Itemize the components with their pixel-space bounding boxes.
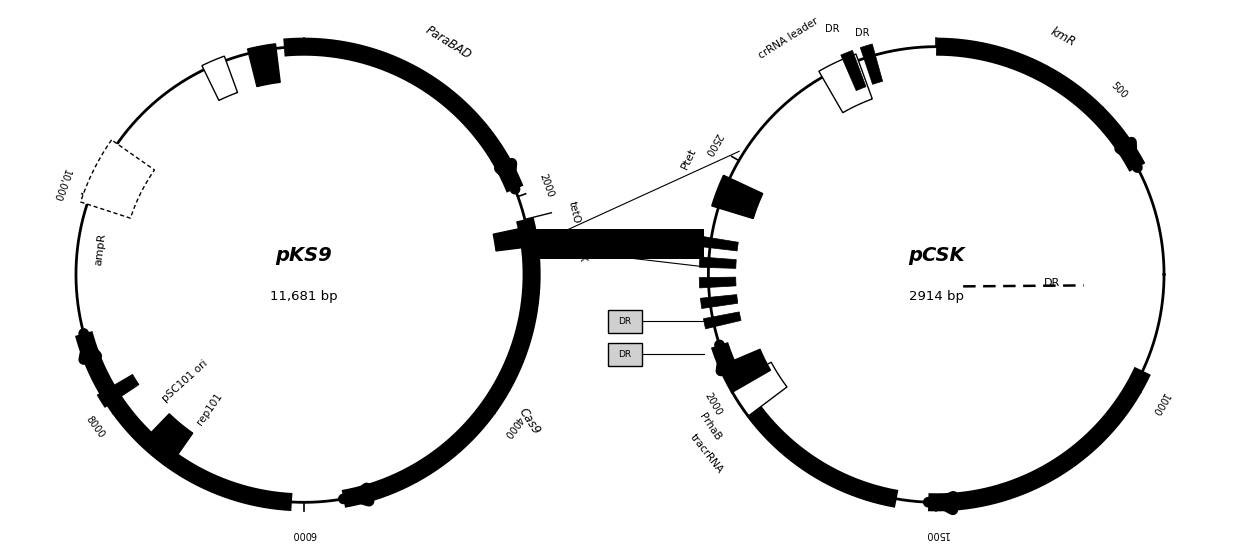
Polygon shape [841, 51, 866, 91]
Text: DR: DR [825, 24, 839, 34]
Text: crRNA leader: crRNA leader [758, 16, 821, 61]
Text: 11,681 bp: 11,681 bp [270, 290, 337, 303]
Text: tetO: tetO [567, 200, 582, 224]
Polygon shape [494, 226, 534, 251]
Text: Cas9: Cas9 [516, 405, 543, 436]
Text: 2500: 2500 [702, 131, 723, 158]
Text: rep101: rep101 [195, 391, 224, 427]
Text: pCSK: pCSK [908, 246, 965, 265]
Text: 1500: 1500 [924, 529, 949, 539]
FancyBboxPatch shape [536, 229, 704, 259]
Polygon shape [861, 44, 883, 85]
Polygon shape [818, 54, 872, 113]
Polygon shape [720, 349, 770, 392]
Text: 10,000: 10,000 [51, 168, 72, 203]
Text: 2000: 2000 [537, 172, 556, 199]
Text: 8000: 8000 [84, 414, 107, 440]
Text: araC: araC [229, 69, 254, 87]
Polygon shape [202, 56, 238, 100]
Polygon shape [143, 414, 192, 465]
Text: ParaBAD: ParaBAD [423, 24, 474, 62]
Polygon shape [729, 362, 787, 416]
Text: Ptet: Ptet [680, 147, 698, 171]
Text: pSC101 ori: pSC101 ori [161, 358, 210, 404]
Text: DR: DR [619, 350, 631, 358]
Text: tracrRNA: tracrRNA [688, 433, 725, 475]
Polygon shape [703, 312, 742, 329]
Polygon shape [97, 374, 139, 407]
Polygon shape [699, 257, 737, 268]
Polygon shape [81, 140, 155, 218]
Text: pKS9: pKS9 [275, 246, 332, 265]
Text: DR: DR [856, 27, 869, 38]
Polygon shape [248, 44, 280, 87]
FancyBboxPatch shape [608, 310, 642, 333]
Text: kmR: kmR [1048, 25, 1078, 49]
FancyBboxPatch shape [608, 343, 642, 366]
Text: 500: 500 [1109, 81, 1128, 101]
Polygon shape [712, 175, 763, 219]
Text: 1000: 1000 [1149, 391, 1171, 417]
Text: 4000: 4000 [501, 414, 523, 440]
Text: 2000: 2000 [702, 391, 723, 417]
Text: 6000: 6000 [291, 529, 316, 539]
Text: recX: recX [574, 238, 587, 262]
Polygon shape [701, 295, 738, 309]
Polygon shape [701, 237, 738, 251]
Text: DR: DR [619, 317, 631, 326]
Polygon shape [699, 277, 737, 288]
Text: ampR: ampR [93, 233, 107, 266]
Text: 2914 bp: 2914 bp [909, 290, 963, 303]
Text: DR: DR [1044, 278, 1060, 288]
Text: PrhaB: PrhaB [697, 412, 722, 443]
